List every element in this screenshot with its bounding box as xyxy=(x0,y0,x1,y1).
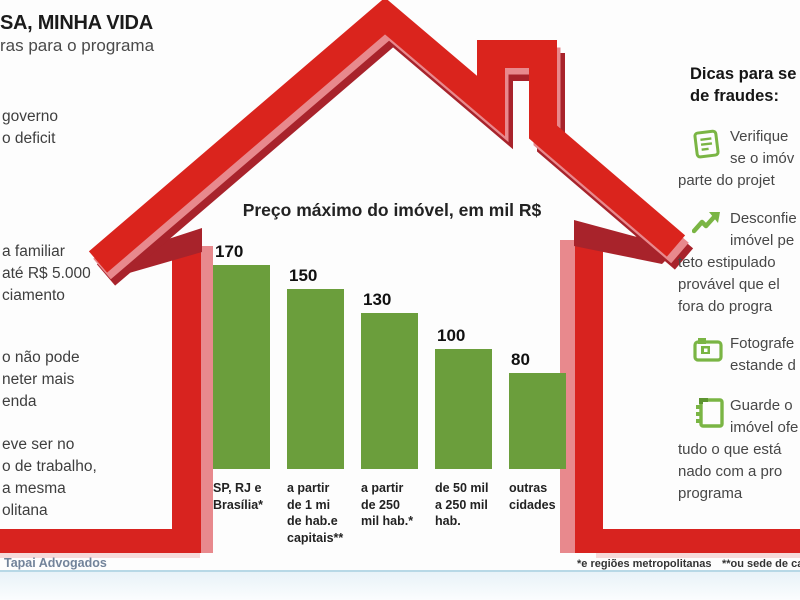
chart-title: Preço máximo do imóvel, em mil R$ xyxy=(242,200,542,220)
tips-heading-line: de fraudes: xyxy=(690,86,779,105)
right-wall xyxy=(575,232,603,553)
tip-text-line: Fotografe xyxy=(730,335,795,352)
left-note-line: o deficit xyxy=(2,130,56,147)
bar-category-label: a partir de 1 mi de hab.e capitais** xyxy=(287,480,361,546)
bar-category-label: a partir de 250 mil hab.* xyxy=(361,480,435,530)
bar-category-line: cidades xyxy=(509,497,556,512)
bar-category-label: de 50 mil a 250 mil hab. xyxy=(435,480,509,530)
tip-text-line: Guarde o xyxy=(730,397,793,414)
left-note-line: enda xyxy=(2,393,37,410)
left-note: a familiar até R$ 5.000 ciamento xyxy=(2,241,91,307)
ground-bar-left xyxy=(0,529,192,553)
document-icon xyxy=(692,128,722,165)
tip-text-line: programa xyxy=(678,485,743,502)
bar-category-label: outras cidades xyxy=(509,480,583,513)
bar-value-label: 80 xyxy=(511,350,530,369)
chart-bar xyxy=(213,265,270,469)
ground-bar-right xyxy=(596,529,800,553)
bar-value-label: 130 xyxy=(363,290,392,309)
chart-bar xyxy=(435,349,492,469)
bar-category-line: de 50 mil xyxy=(435,481,489,495)
tip-text-line: teto estipulado xyxy=(678,254,776,271)
left-note: eve ser no o de trabalho, a mesma olitana xyxy=(2,434,97,522)
left-note-line: o de trabalho, xyxy=(2,458,97,475)
left-note-line: a mesma xyxy=(2,480,66,497)
bar-value-label: 100 xyxy=(437,326,466,345)
left-note-line: eve ser no xyxy=(2,436,75,453)
ground-bar-right-shadow xyxy=(596,553,800,558)
right-wall-inner-face xyxy=(560,240,575,553)
left-note-line: a familiar xyxy=(2,243,65,260)
tip-text-line: nado com a pro xyxy=(678,463,783,480)
tip-text-line: parte do projet xyxy=(678,172,775,189)
roof-and-chimney xyxy=(88,0,686,273)
chart-bar xyxy=(287,289,344,469)
bar-category-line: a partir xyxy=(287,481,330,495)
tip-text-line: imóvel ofe xyxy=(730,419,799,436)
tip-text-line: Verifique xyxy=(730,128,789,145)
bar-value-label: 150 xyxy=(289,266,318,285)
bar-category-line: a partir xyxy=(361,481,404,495)
left-note-line: olitana xyxy=(2,502,48,519)
chart-bar xyxy=(509,373,566,469)
right-eave-underside xyxy=(574,220,678,264)
bar-category-line: hab. xyxy=(435,514,461,528)
bar-category-line: capitais** xyxy=(287,530,344,545)
bar-category-line: de 250 xyxy=(361,497,400,512)
left-wall-inner-face xyxy=(200,246,213,553)
tip-text-line: provável que el xyxy=(678,276,780,293)
ground-bar-left-shadow xyxy=(0,553,200,558)
footnote-capital: **ou sede de ca xyxy=(722,558,800,570)
page-subtitle: ras para o programa xyxy=(0,36,155,55)
tip-text-line: Desconfie xyxy=(730,210,797,227)
footer-strip xyxy=(0,572,800,600)
chart-bar xyxy=(361,313,418,469)
tips-heading: Dicas para se de fraudes: xyxy=(690,64,796,107)
bar-category-line: SP, RJ e xyxy=(213,481,262,495)
left-note-line: o não pode xyxy=(2,349,80,366)
credit-text: Tapai Advogados xyxy=(4,556,107,570)
bar-category-line: mil hab.* xyxy=(361,514,414,528)
bar-category-line: de hab.e xyxy=(287,514,338,528)
left-note-line: ciamento xyxy=(2,287,65,304)
bar-category-line: de 1 mi xyxy=(287,497,331,512)
bar-category-line: outras xyxy=(509,481,548,495)
tips-heading-line: Dicas para se xyxy=(690,65,797,83)
page-title: SA, MINHA VIDA xyxy=(0,12,153,34)
left-note-line: até R$ 5.000 xyxy=(2,265,91,282)
left-note: governo o deficit xyxy=(2,106,58,150)
left-note-line: neter mais xyxy=(2,371,75,388)
notebook-icon xyxy=(692,397,726,434)
left-note: o não pode neter mais enda xyxy=(2,347,80,413)
tip-text-line: estande d xyxy=(730,357,796,374)
footnote-metropolitan: *e regiões metropolitanas xyxy=(577,558,712,570)
tip-text-line: fora do progra xyxy=(678,298,773,315)
footer-divider xyxy=(0,570,800,572)
tip-text-line: imóvel pe xyxy=(730,232,795,249)
tip-text-line: se o imóv xyxy=(730,150,795,167)
tip-text-line: tudo o que está xyxy=(678,441,782,458)
left-note-line: governo xyxy=(2,108,59,125)
trend-up-icon xyxy=(691,210,722,241)
bar-category-line: Brasília* xyxy=(213,497,264,512)
camera-icon xyxy=(692,335,724,368)
left-wall xyxy=(172,238,201,553)
bar-value-label: 170 xyxy=(215,242,244,261)
bar-category-label: SP, RJ e Brasília* xyxy=(213,480,287,513)
bar-category-line: a 250 mil xyxy=(435,497,488,512)
